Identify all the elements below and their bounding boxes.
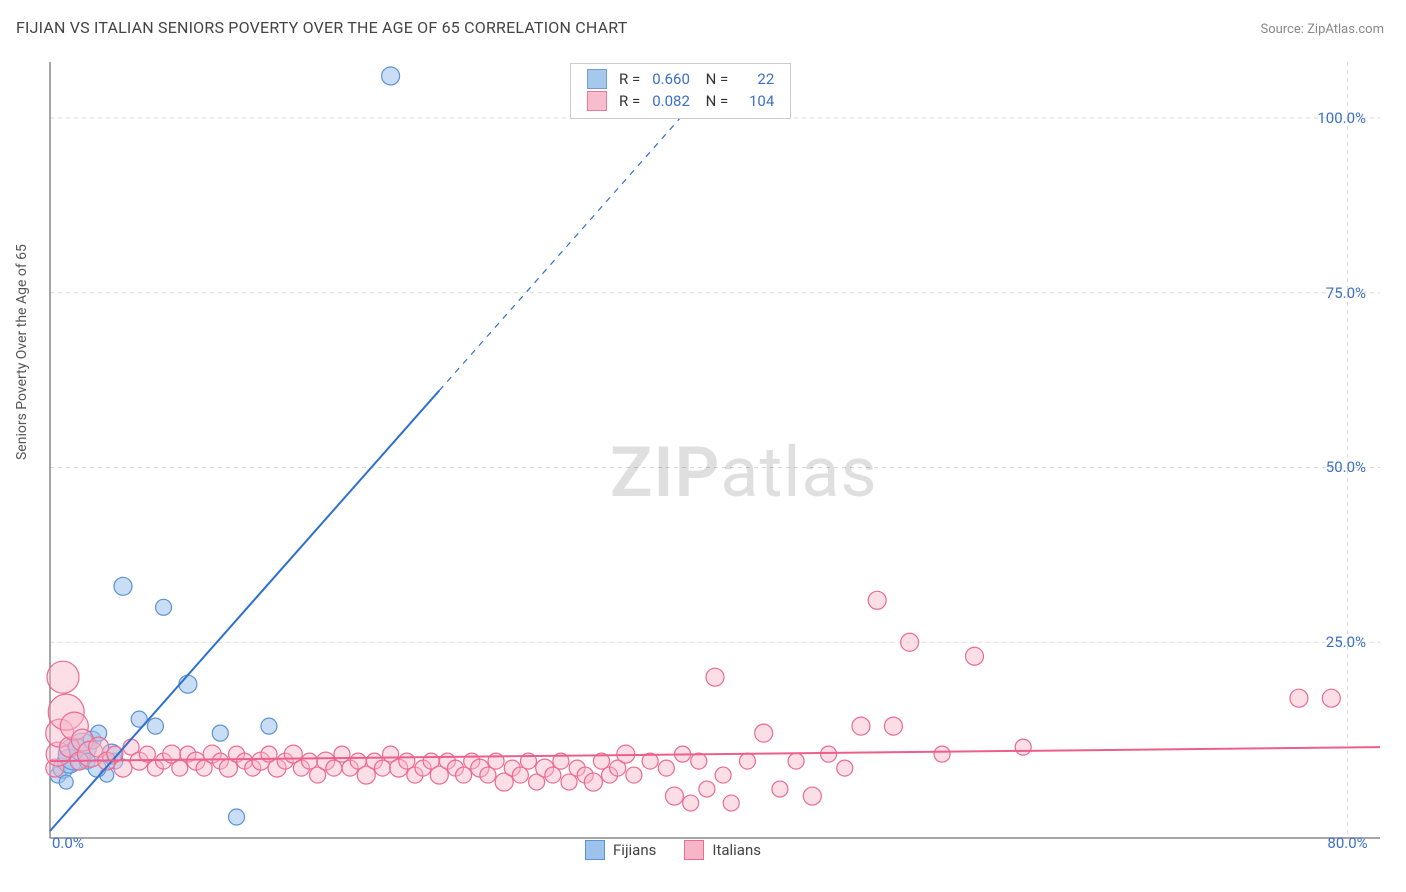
data-point [302, 753, 318, 769]
data-point [326, 760, 342, 776]
data-point [901, 633, 919, 651]
data-point [658, 760, 674, 776]
y-tick-label: 75.0% [1326, 284, 1366, 302]
x-tick-label: 0.0% [52, 834, 84, 852]
data-point [1322, 689, 1340, 707]
legend-label: Fijians [613, 841, 656, 859]
legend-label: Italians [712, 841, 761, 859]
data-point [715, 767, 731, 783]
data-point [382, 67, 400, 85]
data-point [229, 809, 245, 825]
data-point [683, 795, 699, 811]
data-point [1290, 689, 1308, 707]
data-point [788, 753, 804, 769]
y-tick-label: 50.0% [1326, 458, 1366, 476]
data-point [755, 724, 773, 742]
correlation-legend: R =0.660 N =22 R =0.082 N =104 [570, 63, 791, 119]
data-point [723, 795, 739, 811]
data-point [545, 767, 561, 783]
data-point [691, 753, 707, 769]
legend-item: Italians [684, 840, 761, 860]
data-point [399, 753, 415, 769]
y-tick-label: 25.0% [1326, 633, 1366, 651]
data-point [852, 717, 870, 735]
data-point [803, 787, 821, 805]
data-point [868, 591, 886, 609]
data-point [261, 718, 277, 734]
data-point [212, 725, 228, 741]
data-point [172, 760, 188, 776]
data-point [512, 767, 528, 783]
legend-row: R =0.660 N =22 [581, 68, 780, 90]
data-point [821, 746, 837, 762]
scatter-plot [50, 62, 1380, 838]
chart-area: ZIPatlas R =0.660 N =22 R =0.082 N =104 … [50, 62, 1380, 838]
data-point [837, 760, 853, 776]
data-point [561, 774, 577, 790]
data-point [966, 647, 984, 665]
data-point [156, 599, 172, 615]
series-legend: Fijians Italians [585, 840, 761, 860]
legend-swatch [587, 69, 607, 89]
data-point [147, 718, 163, 734]
source-label: Source: ZipAtlas.com [1260, 22, 1384, 37]
data-point [179, 675, 197, 693]
data-point [884, 717, 902, 735]
data-point [114, 577, 132, 595]
chart-title: FIJIAN VS ITALIAN SENIORS POVERTY OVER T… [16, 18, 627, 37]
data-point [334, 746, 350, 762]
data-point [665, 787, 683, 805]
legend-item: Fijians [585, 840, 656, 860]
y-axis-label: Seniors Poverty Over the Age of 65 [14, 244, 30, 460]
data-point [706, 668, 724, 686]
data-point [47, 661, 79, 693]
data-point [480, 767, 496, 783]
trend-line-extended [439, 97, 699, 391]
legend-swatch [587, 91, 607, 111]
data-point [699, 781, 715, 797]
legend-swatch [585, 840, 605, 860]
x-tick-label: 80.0% [1327, 834, 1367, 852]
y-tick-label: 100.0% [1317, 109, 1366, 127]
data-point [626, 767, 642, 783]
legend-swatch [684, 840, 704, 860]
data-point [1015, 739, 1031, 755]
data-point [584, 773, 602, 791]
data-point [772, 781, 788, 797]
data-point [739, 753, 755, 769]
data-point [456, 767, 472, 783]
data-point [59, 775, 73, 789]
legend-row: R =0.082 N =104 [581, 90, 780, 112]
data-point [375, 760, 391, 776]
data-point [114, 759, 132, 777]
data-point [934, 746, 950, 762]
